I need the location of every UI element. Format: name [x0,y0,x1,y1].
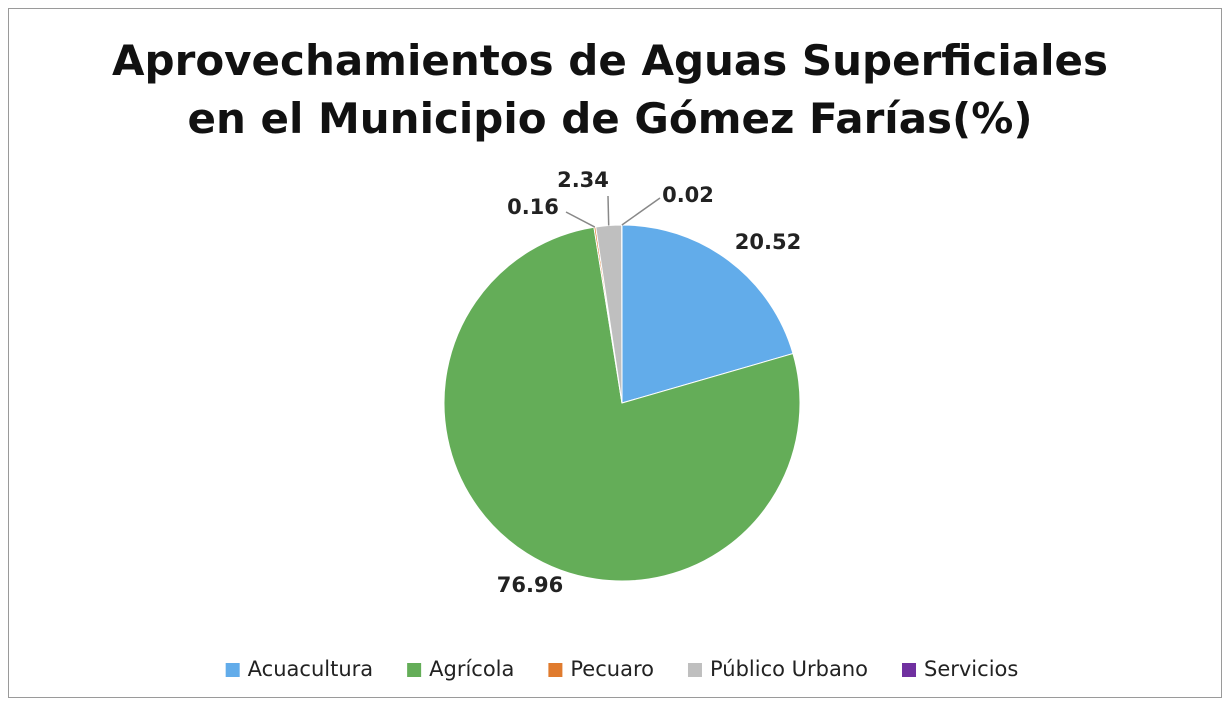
legend-swatch [902,663,917,677]
legend-label: Pecuaro [570,657,654,681]
legend-swatch [548,663,563,677]
data-label: 0.16 [507,195,559,219]
data-label: 0.02 [662,183,714,207]
leader-line [621,197,661,226]
legend-label: Agrícola [429,657,514,681]
leader-line [607,195,610,226]
chart-title: Aprovechamientos de Aguas Superficiales … [112,36,1108,143]
legend-swatch [225,663,240,677]
data-label: 20.52 [735,230,801,254]
legend-label: Acuacultura [248,657,373,681]
data-label: 2.34 [557,168,609,192]
data-label: 76.96 [497,573,563,597]
leader-line [565,211,596,228]
legend-swatch [687,663,702,677]
legend-swatch [407,663,422,677]
legend-label: Servicios [924,657,1018,681]
legend-label: Público Urbano [710,657,868,681]
pie-slice [621,224,794,404]
pie-slice [443,226,801,582]
